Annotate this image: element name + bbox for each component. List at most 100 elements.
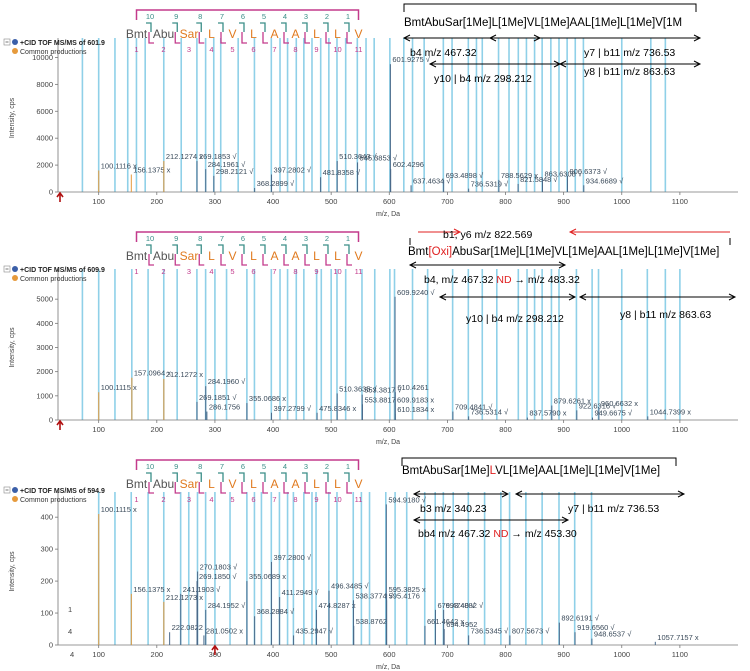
top-index: 8 — [198, 462, 202, 471]
bottom-index: 2 — [161, 45, 165, 54]
peak-label: 693.4882 √ — [446, 601, 484, 610]
seq-part: AbuSar[1Me]L[1Me]VL[1Me]AAL[1Me]L[1Me]V[… — [452, 246, 719, 258]
peak-label: 879.6261 x — [554, 397, 591, 406]
fragment-tick-bottom — [325, 32, 331, 44]
bottom-index: 2 — [161, 495, 165, 504]
fragment-tick-top — [239, 244, 245, 254]
peak-label: 609.9183 x — [397, 395, 434, 404]
peak-label: 545.3853 √ — [360, 153, 398, 162]
x-tick-label: 100 — [92, 650, 105, 659]
bottom-index: 9 — [314, 45, 318, 54]
bottom-index: 7 — [272, 45, 276, 54]
fragment-tick-bottom — [241, 482, 247, 494]
peak-label: 397.2799 √ — [273, 404, 311, 413]
fragment-tick-top — [146, 244, 152, 254]
x-tick-label: 600 — [383, 650, 396, 659]
x-tick-label: 400 — [267, 425, 280, 434]
top-index: 6 — [241, 234, 245, 243]
y7-label: y7 | b11 m/z 736.53 — [568, 503, 659, 515]
bottom-index: 1 — [134, 267, 138, 276]
fragment-tick-bottom — [283, 254, 289, 266]
top-index: 10 — [146, 462, 154, 471]
x-tick-label: 800 — [499, 425, 512, 434]
x-tick-label: 700 — [441, 425, 454, 434]
residue-label: Sar — [180, 477, 199, 491]
common-dot-icon — [12, 496, 18, 502]
fragment-tick-top — [218, 244, 224, 254]
b4-arrow-head-left — [412, 516, 421, 524]
fragment-tick-bottom — [198, 254, 205, 266]
fragment-tick-top — [302, 244, 308, 254]
x-tick-label: 1100 — [672, 650, 688, 659]
b3-arrow-head-left — [412, 490, 421, 498]
x-tick-label: 500 — [325, 650, 338, 659]
y8-arrow-head-left — [558, 60, 567, 68]
fragment-tick-top — [146, 22, 152, 32]
residue-label: Abu — [153, 477, 174, 491]
peak-label: 270.1803 √ — [200, 563, 238, 572]
peak-label: 100.1116 x — [101, 161, 137, 170]
peak-label: 368.2899 √ — [257, 179, 295, 188]
residue-label: L — [313, 27, 320, 41]
fragment-tick-top — [260, 244, 266, 254]
y-tick-label: 100 — [40, 609, 53, 618]
peak-label: 475.8346 x — [319, 404, 356, 413]
top-index: 7 — [220, 12, 224, 21]
fragment-tick-top — [344, 22, 350, 32]
series-dot-icon — [12, 39, 18, 45]
top-index: 4 — [283, 234, 287, 243]
y8-label: y8 | b11 m/z 863.63 — [584, 66, 675, 78]
residue-label: A — [270, 249, 278, 263]
cyclic-bracket — [135, 459, 360, 470]
fragment-tick-top — [281, 472, 287, 482]
x-tick-label: 400 — [267, 197, 280, 206]
peak-label: 922.6316 √ — [579, 401, 617, 410]
x-tick-label: 700 — [441, 197, 454, 206]
bottom-index: 2 — [161, 267, 165, 276]
peak-label: 100.1115 x — [101, 505, 137, 514]
peak-label: 538.8762 — [356, 617, 387, 626]
residue-label: L — [250, 27, 257, 41]
peak-label: 601.9275 √ — [392, 55, 430, 64]
bottom-index: 8 — [293, 45, 297, 54]
top-index: 6 — [241, 462, 245, 471]
fragment-tick-top — [172, 244, 178, 254]
residue-label: V — [228, 27, 236, 41]
fragment-tick-top — [146, 472, 152, 482]
peak-label: 949.6675 √ — [595, 409, 633, 418]
b4-arrow-head-right — [558, 261, 567, 269]
spectrum-title: +CID TOF MS/MS of 609.9 — [20, 267, 105, 274]
peak-label: 610.4261 — [397, 383, 428, 392]
b1-label: b1, y6 m/z 822.569 — [443, 229, 532, 241]
fragment-tick-bottom — [346, 32, 352, 44]
y8-label: y8 | b11 m/z 863.63 — [620, 309, 711, 321]
x-tick-label: 100 — [92, 425, 105, 434]
fragment-tick-bottom — [241, 32, 247, 44]
y10-label: y10 | b4 m/z 298.212 — [466, 313, 564, 325]
fragment-tick-top — [323, 22, 329, 32]
b1-arrow-right-head-right — [453, 228, 462, 236]
x-tick-label: 500 — [325, 425, 338, 434]
x-tick-label: 100 — [92, 197, 105, 206]
peptide-sequence-diagram: 10 9 8 7 6 5 4 3 2 1Bmt1Abu2Sar3L4V5L6A7A8L9L10V1… — [126, 231, 363, 276]
x-tick-label: 900 — [557, 197, 570, 206]
common-legend-label: Common productions — [20, 276, 87, 283]
bottom-index: 7 — [272, 267, 276, 276]
y-tick-label: 200 — [40, 577, 53, 586]
top-index: 1 — [346, 462, 350, 471]
b3-arrow-head-right — [501, 490, 510, 498]
peak-label: 807.5673 √ — [512, 626, 550, 635]
annotated-sequence: Bmt[Oxi]AbuSar[1Me]L[1Me]VL[1Me]AAL[1Me]… — [408, 246, 719, 258]
peak-label: 892.6191 √ — [561, 614, 599, 623]
y-tick-label: 0 — [49, 416, 53, 425]
fragment-tick-top — [302, 22, 308, 32]
x-tick-label: 1000 — [613, 425, 630, 434]
peak-label: 212.1272 x — [166, 370, 203, 379]
y-tick-label: 4000 — [36, 134, 53, 143]
fragment-tick-bottom — [325, 482, 331, 494]
x-tick-label: 600 — [383, 425, 396, 434]
not-detected-flag: ND — [496, 274, 512, 286]
y7-arrow-head-left — [488, 34, 497, 42]
bottom-index: 9 — [314, 495, 318, 504]
bottom-index: 5 — [230, 495, 234, 504]
